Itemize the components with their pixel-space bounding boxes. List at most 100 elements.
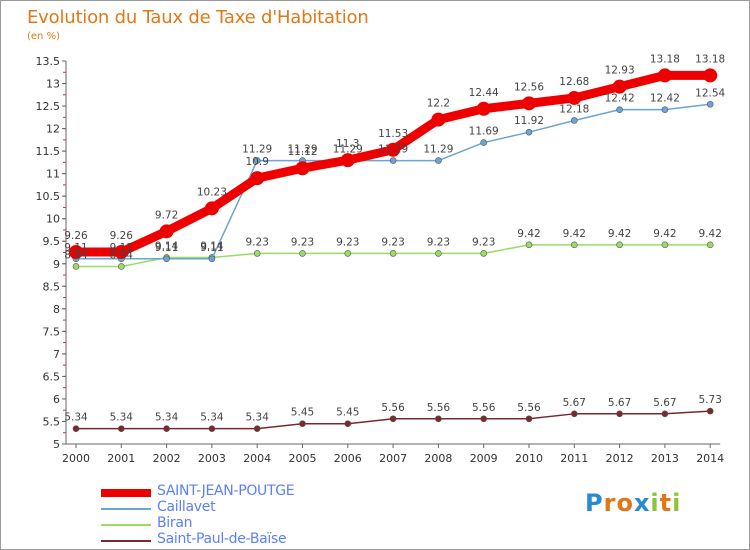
data-label: 11.29 — [378, 144, 408, 156]
y-tick-label: 13 — [46, 78, 60, 91]
data-point — [661, 410, 669, 418]
data-label: 12.42 — [650, 93, 680, 105]
x-tick-label: 2014 — [696, 452, 724, 465]
data-point — [706, 100, 714, 108]
data-point — [525, 241, 533, 249]
y-tick-label: 11.5 — [36, 145, 61, 158]
legend-swatch — [101, 508, 151, 510]
y-tick-label: 9 — [53, 258, 60, 271]
data-label: 5.34 — [200, 412, 224, 424]
y-tick-label: 8.5 — [43, 280, 61, 293]
data-point — [204, 201, 219, 216]
data-label: 5.34 — [246, 412, 270, 424]
data-label: 9.42 — [563, 228, 586, 240]
data-point — [389, 157, 397, 164]
data-label: 5.56 — [381, 402, 405, 414]
x-tick-label: 2009 — [470, 452, 498, 465]
legend-label: Caillavet — [157, 499, 216, 515]
data-point — [386, 142, 401, 157]
y-tick-label: 7 — [53, 348, 60, 361]
data-label: 5.56 — [472, 402, 496, 414]
data-label: 11.29 — [287, 144, 317, 156]
data-label: 5.67 — [608, 397, 631, 409]
data-point — [72, 263, 80, 270]
data-point — [299, 250, 306, 257]
data-label: 10.9 — [246, 156, 269, 168]
x-tick-label: 2008 — [424, 452, 452, 465]
data-label: 5.73 — [699, 394, 722, 406]
data-point — [570, 241, 578, 249]
data-label: 9.23 — [291, 236, 314, 248]
data-label: 11.69 — [469, 126, 499, 138]
data-label: 5.67 — [563, 397, 586, 409]
data-label: 9.23 — [336, 236, 359, 248]
y-tick-label: 6.5 — [43, 370, 61, 383]
data-point — [340, 153, 355, 168]
y-tick-label: 6 — [53, 393, 60, 406]
data-label: 9.42 — [517, 228, 540, 240]
series-layer — [69, 68, 718, 432]
data-point — [250, 171, 265, 186]
data-label: 9.11 — [64, 242, 87, 254]
data-point — [616, 106, 623, 113]
x-tick-label: 2001 — [107, 452, 135, 465]
data-label-layer: 9.26 9.26 9.72 10.23 10.9 11.12 11.3 11.53 12.2 1… — [64, 53, 725, 423]
data-label: 12.44 — [469, 87, 499, 99]
y-tick-label: 7.5 — [43, 325, 61, 338]
data-point — [570, 117, 578, 124]
data-point — [435, 157, 442, 164]
data-point — [616, 241, 623, 249]
legend-swatch — [101, 489, 151, 497]
data-point — [525, 415, 533, 423]
y-tick-label: 12 — [46, 123, 60, 136]
legend-label: Saint-Paul-de-Baïse — [157, 531, 287, 547]
data-point — [253, 157, 261, 164]
data-label: 9.23 — [246, 236, 269, 248]
data-label: 5.67 — [653, 397, 676, 409]
data-label: 13.18 — [650, 53, 680, 65]
data-point — [389, 250, 397, 257]
data-point — [480, 250, 488, 257]
data-label: 9.11 — [110, 242, 133, 254]
chart-subtitle: (en %) — [27, 31, 60, 42]
data-point — [344, 420, 352, 428]
y-tick-label: 9.5 — [43, 235, 61, 248]
proxiti-logo: Proxiti — [585, 489, 681, 517]
data-label: 9.23 — [381, 236, 404, 248]
data-point — [706, 241, 714, 249]
x-tick-label: 2011 — [560, 452, 588, 465]
data-point — [163, 425, 170, 432]
data-point — [661, 106, 669, 113]
data-point — [706, 407, 714, 415]
data-point — [476, 101, 491, 116]
legend-label: SAINT-JEAN-POUTGE — [157, 483, 295, 499]
data-label: 12.2 — [427, 98, 450, 110]
data-label: 11.12 — [287, 146, 317, 158]
logo-letter: i — [650, 489, 660, 517]
x-tick-label: 2000 — [62, 452, 90, 465]
data-label: 11.53 — [378, 128, 408, 140]
y-tick-label: 11 — [46, 168, 60, 181]
data-label: 5.45 — [291, 407, 314, 419]
data-label: 5.45 — [336, 407, 359, 419]
data-point — [480, 139, 488, 146]
logo-letter: o — [616, 489, 634, 517]
y-tick-label: 13.5 — [36, 55, 61, 68]
data-label: 8.94 — [64, 249, 88, 261]
data-label: 5.34 — [64, 412, 88, 424]
y-tick-label: 10 — [46, 213, 60, 226]
x-tick-label: 2004 — [243, 452, 271, 465]
legend-label: Biran — [157, 515, 193, 531]
data-label: 5.34 — [110, 412, 134, 424]
x-tick-label: 2006 — [334, 452, 362, 465]
data-point — [570, 410, 578, 418]
data-point — [253, 425, 261, 432]
data-label: 9.11 — [155, 242, 178, 254]
data-label: 9.42 — [699, 228, 722, 240]
data-point — [253, 250, 261, 257]
logo-letter: r — [603, 489, 617, 517]
logo-letter: P — [585, 489, 604, 517]
logo-letter: x — [633, 489, 651, 517]
data-label: 12.93 — [605, 65, 635, 77]
